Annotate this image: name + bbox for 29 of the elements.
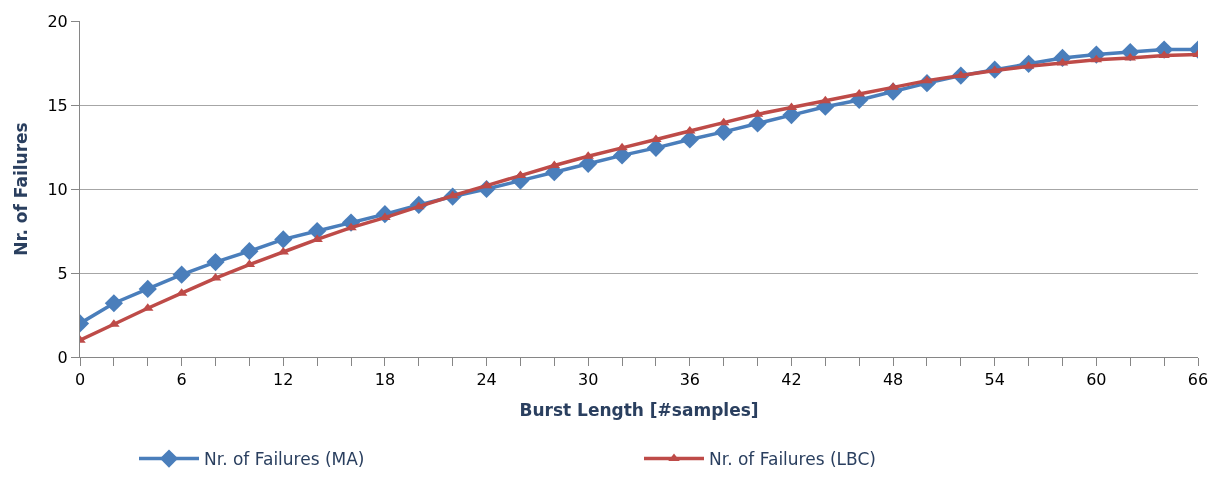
x-tick-label: 36: [679, 370, 700, 390]
x-tick-label: 24: [476, 370, 497, 390]
x-tick-label: 60: [1086, 370, 1107, 390]
x-tick-label: 12: [273, 370, 294, 390]
y-tick-label: 10: [47, 179, 68, 199]
point: [206, 252, 225, 272]
x-tick-label: 18: [374, 370, 396, 390]
point: [274, 230, 293, 249]
point: [240, 242, 259, 261]
y-tick-label: 0: [57, 347, 68, 367]
y-axis-title: Nr. of Failures: [10, 122, 31, 256]
y-tick-label: 15: [47, 95, 68, 115]
x-tick-label: 48: [882, 370, 904, 390]
x-axis-title: Burst Length [#samples]: [519, 399, 759, 420]
point: [104, 294, 123, 313]
point: [172, 265, 191, 284]
point: [616, 142, 628, 151]
x-tick-label: 42: [781, 370, 802, 390]
legend-label: Nr. of Failures (LBC): [709, 449, 876, 470]
x-tick-label: 6: [176, 370, 187, 390]
y-tick-label: 5: [57, 263, 68, 283]
point: [748, 114, 767, 133]
legend-label: Nr. of Failures (MA): [204, 449, 365, 470]
x-tick-label: 0: [74, 370, 86, 390]
y-tick-label: 20: [47, 11, 68, 31]
x-tick-label: 30: [578, 370, 599, 390]
x-tick-label: 54: [984, 370, 1005, 390]
x-tick-label: 66: [1187, 370, 1209, 390]
point: [138, 279, 157, 299]
